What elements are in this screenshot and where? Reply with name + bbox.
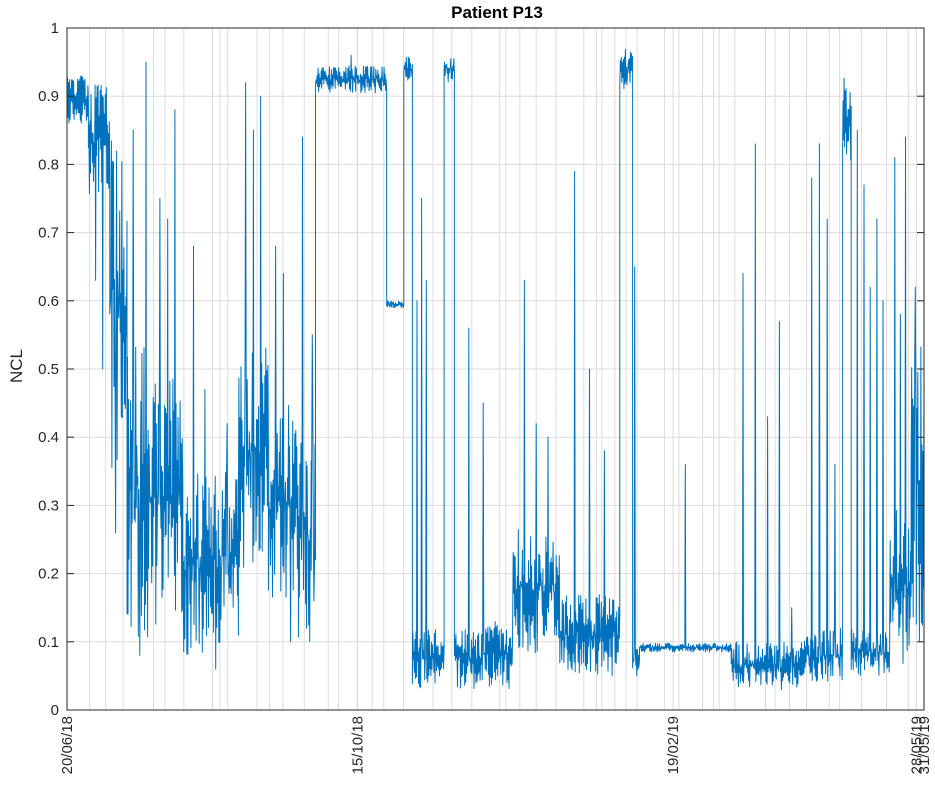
y-tick-label: 0.5 bbox=[38, 361, 59, 378]
x-tick-label: 15/10/18 bbox=[350, 716, 367, 774]
y-tick-label: 0.4 bbox=[38, 429, 59, 446]
y-tick-label: 0.1 bbox=[38, 634, 59, 651]
x-tick-label: 19/02/19 bbox=[665, 716, 682, 774]
ncl-series bbox=[66, 48, 925, 690]
x-tick-label: 28/05/19 bbox=[909, 716, 926, 774]
x-tick-label: 20/06/18 bbox=[59, 716, 76, 774]
y-tick-label: 0.9 bbox=[38, 88, 59, 105]
y-tick-labels: 0 0.1 0.2 0.3 0.4 0.5 0.6 0.7 0.8 0.9 1 bbox=[38, 20, 59, 719]
y-tick-label: 1 bbox=[51, 20, 59, 37]
x-tick-label: 31/05/19 bbox=[916, 716, 933, 774]
y-tick-label: 0.2 bbox=[38, 566, 59, 583]
y-tick-label: 0 bbox=[51, 702, 59, 719]
series-line-ncl bbox=[66, 48, 925, 690]
y-tick-label: 0.8 bbox=[38, 156, 59, 173]
chart-title: Patient P13 bbox=[451, 3, 543, 22]
y-tick-label: 0.3 bbox=[38, 497, 59, 514]
axes bbox=[66, 27, 925, 711]
y-tick-label: 0.7 bbox=[38, 225, 59, 242]
y-tick-label: 0.6 bbox=[38, 293, 59, 310]
y-axis-title: NCL bbox=[7, 349, 26, 383]
